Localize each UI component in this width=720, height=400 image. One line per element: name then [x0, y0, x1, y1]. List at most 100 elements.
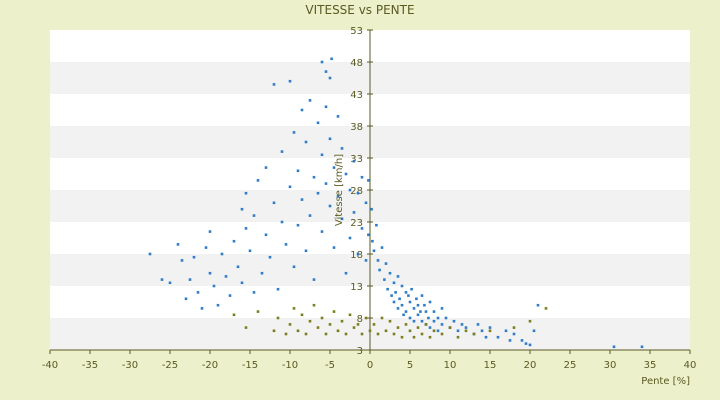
- data-point: [416, 313, 420, 317]
- data-point: [264, 233, 268, 237]
- data-point: [420, 294, 424, 297]
- data-point: [352, 211, 356, 214]
- data-point: [256, 179, 260, 182]
- x-tick-label: 30: [604, 360, 617, 371]
- data-point: [432, 319, 436, 323]
- data-point: [432, 310, 436, 313]
- data-point: [316, 326, 320, 329]
- data-point: [424, 323, 428, 326]
- data-point: [220, 252, 224, 256]
- x-tick-label: -20: [202, 360, 218, 371]
- data-point: [284, 332, 288, 336]
- data-point: [380, 246, 384, 249]
- y-tick-label: 18: [350, 250, 363, 261]
- data-point: [340, 319, 344, 323]
- data-point: [240, 207, 244, 211]
- data-point: [412, 335, 416, 339]
- data-point: [364, 316, 368, 320]
- data-point: [276, 316, 280, 320]
- data-point: [180, 259, 184, 262]
- data-point: [419, 310, 422, 313]
- data-point: [292, 307, 296, 310]
- data-point: [404, 323, 408, 326]
- data-point: [304, 140, 308, 144]
- data-point: [264, 166, 268, 169]
- data-point: [188, 278, 192, 281]
- data-point: [216, 303, 220, 307]
- data-point: [408, 300, 412, 304]
- data-point: [304, 332, 308, 336]
- data-point: [420, 319, 424, 323]
- data-point: [512, 332, 516, 336]
- y-tick-label: 23: [350, 218, 363, 229]
- data-point: [340, 147, 344, 150]
- data-point: [423, 303, 426, 307]
- data-point: [428, 300, 432, 304]
- data-point: [184, 297, 188, 301]
- data-point: [460, 323, 464, 326]
- y-axis-label: Vitesse [km/h]: [334, 154, 345, 226]
- data-point: [328, 323, 332, 326]
- data-point: [480, 329, 484, 333]
- data-point: [456, 329, 460, 333]
- data-point: [404, 310, 408, 313]
- data-point: [284, 243, 288, 246]
- data-point: [316, 121, 320, 125]
- data-point: [448, 326, 452, 329]
- y-tick-label: 28: [350, 186, 363, 197]
- data-point: [308, 99, 312, 102]
- y-tick-label: 48: [350, 58, 363, 69]
- data-point: [320, 230, 324, 233]
- data-point: [292, 265, 296, 269]
- data-point: [336, 195, 340, 198]
- data-point: [372, 323, 376, 326]
- data-point: [324, 70, 328, 73]
- data-point: [344, 332, 348, 336]
- data-point: [256, 310, 260, 313]
- x-tick-label: -15: [242, 360, 258, 371]
- data-point: [200, 307, 204, 310]
- y-tick-label: 3: [357, 346, 363, 357]
- data-point: [328, 137, 332, 141]
- data-point: [398, 297, 401, 301]
- data-point: [296, 329, 300, 333]
- data-point: [300, 198, 304, 201]
- x-tick-label: -40: [42, 360, 58, 371]
- data-point: [272, 329, 276, 333]
- x-tick-label: 20: [524, 360, 537, 371]
- data-point: [316, 191, 320, 195]
- x-tick-label: -25: [162, 360, 178, 371]
- data-point: [376, 259, 380, 262]
- data-point: [484, 335, 488, 339]
- data-point: [212, 284, 216, 288]
- data-point: [296, 223, 300, 227]
- data-point: [400, 303, 404, 307]
- data-point: [367, 233, 370, 237]
- x-tick-label: 15: [484, 360, 497, 371]
- data-point: [232, 313, 236, 317]
- data-point: [360, 175, 364, 179]
- data-point: [352, 326, 356, 329]
- data-point: [360, 227, 364, 230]
- data-point: [410, 287, 413, 291]
- data-point: [356, 323, 360, 326]
- data-point: [352, 159, 356, 163]
- data-point: [244, 191, 248, 195]
- data-point: [248, 249, 252, 253]
- data-point: [504, 329, 508, 333]
- data-point: [208, 230, 212, 233]
- data-point: [320, 153, 324, 157]
- data-point: [336, 115, 340, 118]
- data-point: [408, 316, 412, 320]
- x-tick-label: -5: [325, 360, 335, 371]
- data-point: [308, 214, 312, 217]
- data-point: [368, 329, 372, 333]
- data-point: [296, 169, 300, 173]
- data-point: [300, 108, 304, 112]
- x-tick-label: 5: [407, 360, 413, 371]
- data-point: [528, 319, 532, 323]
- data-point: [244, 326, 248, 329]
- data-point: [288, 79, 292, 83]
- data-point: [488, 326, 492, 329]
